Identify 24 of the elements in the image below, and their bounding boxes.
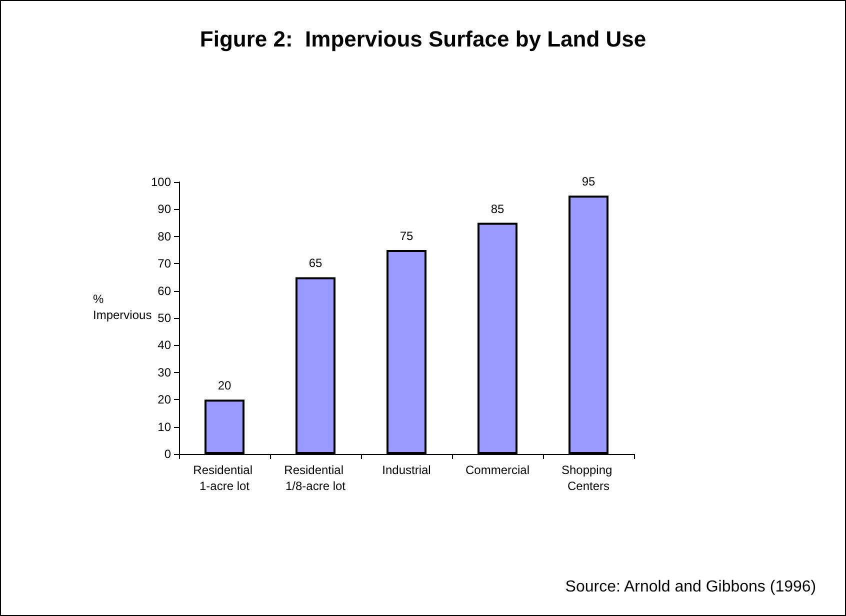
y-tick-label: 70	[158, 256, 172, 271]
y-tick-label: 10	[158, 420, 172, 434]
x-tick-label: Industrial	[382, 463, 431, 477]
x-tick-label: Commercial	[465, 463, 530, 477]
data-label: 20	[218, 378, 232, 393]
y-tick-label: 60	[158, 284, 172, 298]
y-tick-label: 0	[164, 447, 172, 461]
y-tick-label: 30	[158, 365, 172, 380]
x-tick-label: Shopping Centers	[561, 463, 616, 493]
data-label: 65	[308, 256, 322, 270]
y-axis-title: % Impervious	[93, 292, 152, 322]
source-note: Source: Arnold and Gibbons (1996)	[565, 578, 816, 596]
data-label: 75	[400, 229, 414, 243]
y-tick-label: 100	[150, 175, 172, 189]
y-tick-label: 90	[158, 202, 172, 216]
y-tick-label: 40	[158, 338, 172, 352]
y-tick-label: 80	[158, 229, 172, 244]
x-tick-label: Residential 1-acre lot	[193, 463, 256, 493]
y-tick-label: 20	[158, 392, 172, 407]
data-label: 85	[490, 202, 504, 216]
data-label: 95	[582, 174, 596, 189]
x-tick-label: Residential 1/8-acre lot	[284, 463, 347, 493]
chart-title: Figure 2: Impervious Surface by Land Use	[200, 26, 646, 52]
y-tick-label: 50	[158, 311, 172, 325]
